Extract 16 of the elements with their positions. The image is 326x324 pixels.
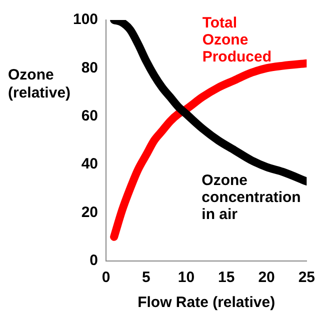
series-label: Ozone concentration in air <box>202 172 301 224</box>
y-axis-title: Ozone (relative) <box>8 66 71 102</box>
y-tick-label: 20 <box>81 204 98 221</box>
x-axis-title: Flow Rate (relative) <box>138 294 276 312</box>
x-tick-label: 0 <box>102 269 110 286</box>
x-tick-label: 20 <box>258 269 275 286</box>
series-label: Total Ozone Produced <box>202 14 272 66</box>
x-tick-label: 15 <box>218 269 235 286</box>
y-tick-label: 40 <box>81 156 98 173</box>
y-tick-label: 100 <box>72 11 98 28</box>
y-tick-label: 60 <box>81 108 98 125</box>
y-tick-label: 0 <box>90 252 98 270</box>
x-tick-label: 25 <box>298 269 315 286</box>
y-tick-label: 80 <box>81 59 98 76</box>
x-tick-label: 5 <box>142 269 150 286</box>
x-tick-label: 10 <box>178 269 195 286</box>
